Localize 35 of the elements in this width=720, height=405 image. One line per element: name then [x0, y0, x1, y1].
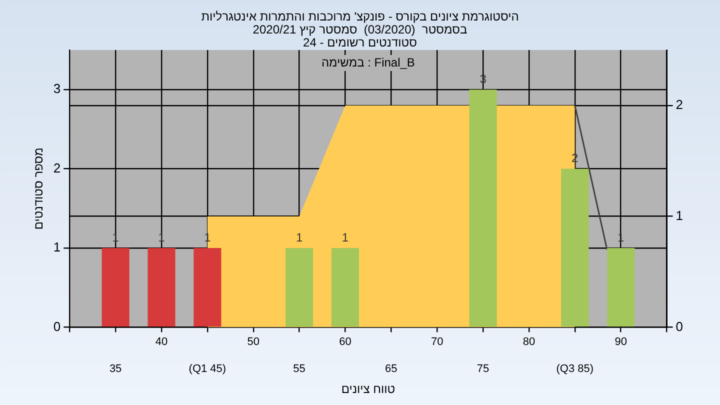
bar	[194, 248, 222, 327]
x2-tick-label: 75	[476, 363, 490, 376]
y-tick-label: 2	[53, 160, 61, 176]
data-label: 2	[572, 151, 579, 166]
x2-tick-label: 65	[385, 363, 398, 376]
x-tick-label: 50	[247, 336, 260, 348]
bar	[331, 248, 360, 327]
bar	[286, 248, 314, 327]
chart-subtitle: בסמסטר (03/2020) סמסטר קיץ 2020/21 סטודנטים רשומים - 24	[252, 22, 468, 50]
y2-tick-label: 2	[676, 97, 684, 112]
data-label: 1	[296, 230, 303, 244]
bar	[561, 168, 589, 327]
y2-tick-label: 0	[676, 318, 684, 334]
annotation: במשימה : Final_B	[321, 55, 415, 70]
bar	[102, 248, 130, 327]
x-tick-label: 60	[339, 336, 352, 348]
x-tick-label: 70	[430, 336, 444, 348]
bar	[148, 248, 176, 327]
y-tick-label: 0	[53, 318, 61, 334]
x-tick-label: 80	[522, 336, 536, 348]
data-label: 1	[342, 230, 349, 244]
x-axis-title: טווח ציונים	[341, 382, 396, 396]
x2-tick-label: 55	[293, 363, 306, 376]
y2-tick-label: 1	[676, 208, 684, 223]
y-tick-label: 1	[53, 240, 61, 255]
chart-title: היסטוגרמת ציונים בקורס - פונקצ' מרוכבות והתמרות אינטגרליות	[201, 9, 519, 24]
x2-tick-label: (Q1 45)	[188, 363, 226, 376]
y-axis-title: מספר סטודנטים	[32, 148, 46, 230]
y-tick-label: 3	[53, 81, 61, 96]
x-tick-label: 40	[155, 336, 168, 348]
x2-tick-label: 35	[109, 363, 122, 376]
x-tick-label: 90	[614, 336, 627, 348]
bar	[469, 90, 497, 327]
x2-tick-label: (Q3 85)	[556, 363, 594, 376]
bar	[607, 248, 635, 327]
